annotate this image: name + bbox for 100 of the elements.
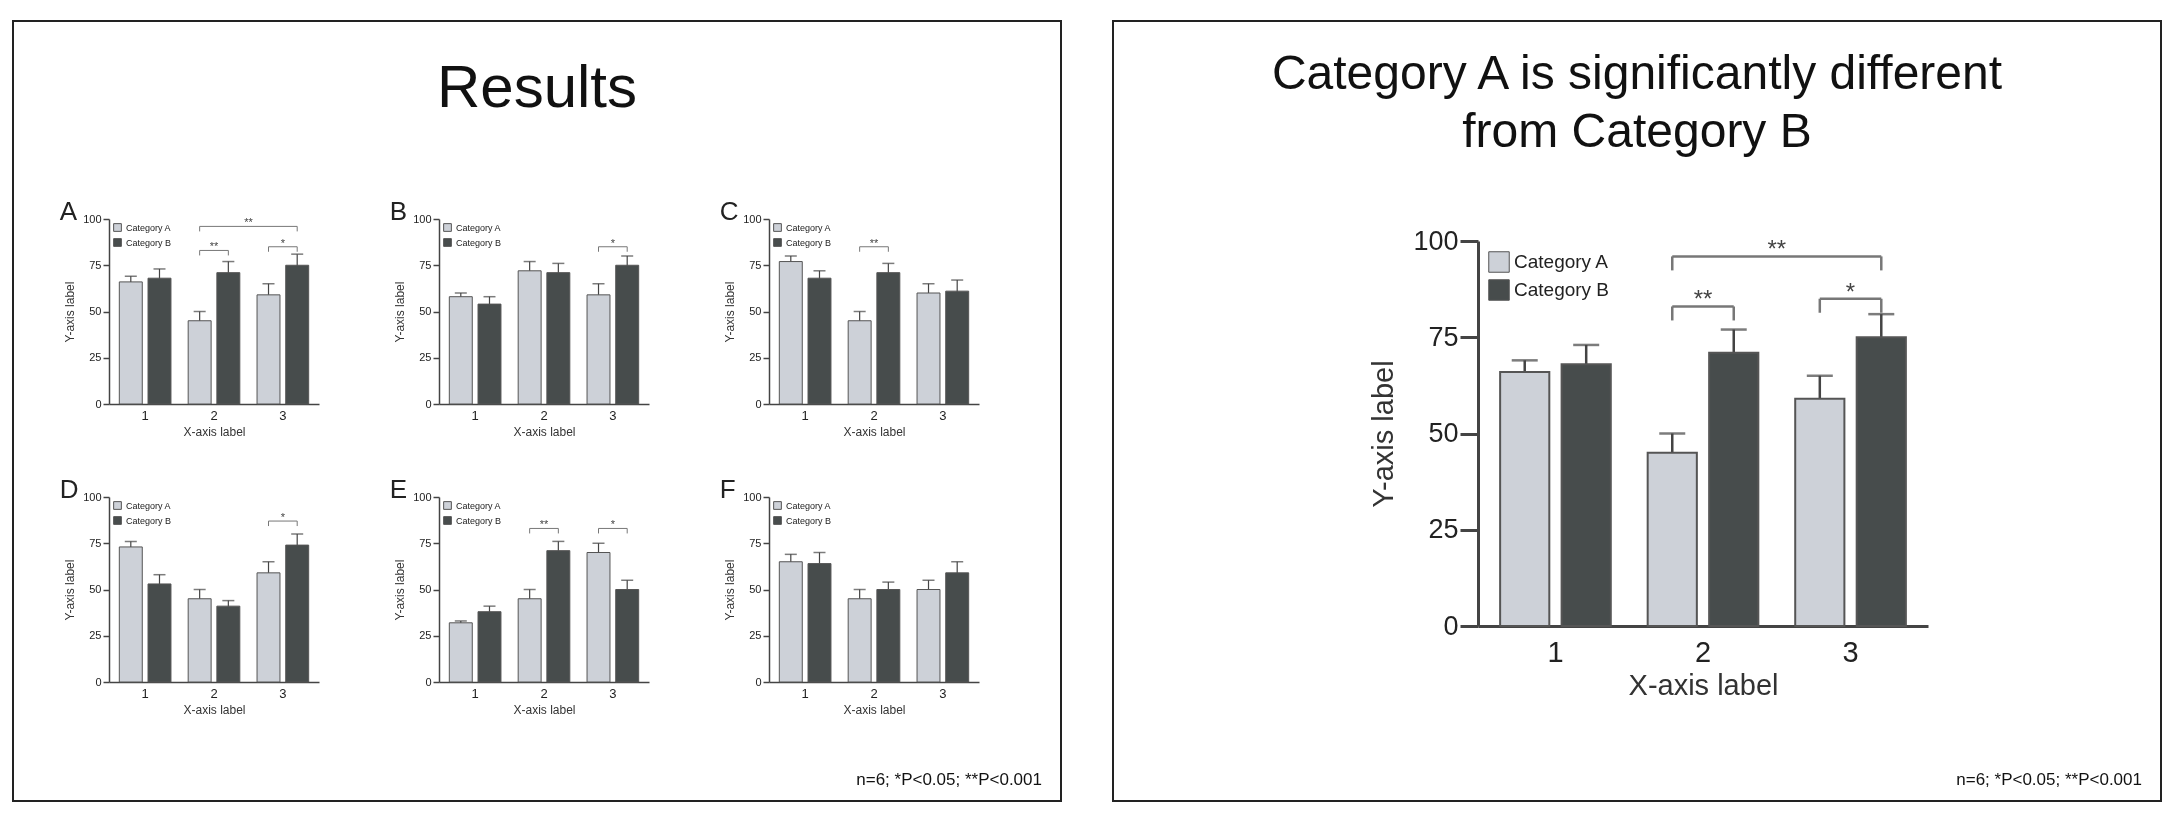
y-axis-title: Y-axis label <box>63 559 78 621</box>
chart-title: B <box>389 196 407 226</box>
y-tick-label: 25 <box>89 351 102 364</box>
annotation: * <box>610 236 616 249</box>
legend-label: Category B <box>456 237 502 248</box>
y-tick-label: 75 <box>749 536 762 549</box>
y-tick-label: 75 <box>749 258 762 271</box>
y-axis-title: Y-axis label <box>723 281 738 343</box>
legend-label: Category A <box>456 222 501 233</box>
annotation: ** <box>1693 285 1713 313</box>
annotation: ** <box>244 216 254 229</box>
y-tick-label: 0 <box>1443 610 1459 641</box>
y-tick-label: 100 <box>1413 225 1459 256</box>
x-tick-label: 2 <box>540 685 548 701</box>
y-axis-title: Y-axis label <box>393 559 408 621</box>
x-axis-title: X-axis label <box>843 424 906 439</box>
x-tick-label: 2 <box>210 685 218 701</box>
y-tick-label: 100 <box>413 212 432 225</box>
x-axis-title: X-axis label <box>183 702 246 717</box>
legend-label: Category A <box>456 500 501 511</box>
y-tick-label: 100 <box>743 490 762 503</box>
y-tick-label: 25 <box>419 629 432 642</box>
text: n=6; *P<0.05; **P<0.001 <box>856 770 1042 790</box>
x-tick-label: 1 <box>471 407 479 423</box>
y-tick-label: 25 <box>419 351 432 364</box>
chart-title: A <box>59 196 78 226</box>
x-axis-title: X-axis label <box>513 424 576 439</box>
y-tick-label: 50 <box>89 583 102 595</box>
y-axis-title: Y-axis label <box>723 559 738 621</box>
y-tick-label: 25 <box>749 629 762 642</box>
legend-label: Category B <box>1514 279 1610 300</box>
y-tick-label: 0 <box>425 397 432 410</box>
y-tick-label: 50 <box>419 305 432 317</box>
legend-label: Category B <box>126 515 172 526</box>
y-tick-label: 0 <box>755 675 762 688</box>
x-tick-label: 1 <box>471 685 479 701</box>
annotation: ** <box>209 240 219 253</box>
x-tick-label: 1 <box>801 407 809 423</box>
y-tick-label: 50 <box>419 583 432 595</box>
annotation: ** <box>869 236 879 249</box>
chart-title: D <box>59 474 79 504</box>
x-tick-label: 3 <box>1842 635 1859 668</box>
x-tick-label: 2 <box>870 685 878 701</box>
x-tick-label: 2 <box>870 407 878 423</box>
y-tick-label: 75 <box>89 258 102 271</box>
annotation: ** <box>1767 235 1787 263</box>
legend-label: Category A <box>126 500 171 511</box>
x-tick-label: 3 <box>939 407 947 423</box>
legend-label: Category B <box>786 515 832 526</box>
y-tick-label: 100 <box>83 212 102 225</box>
chart-title: C <box>719 196 739 226</box>
x-tick-label: 2 <box>1694 635 1712 668</box>
y-tick-label: 50 <box>749 305 762 317</box>
legend-label: Category B <box>786 237 832 248</box>
y-axis-title: Y-axis label <box>393 281 408 343</box>
chart-title: E <box>389 474 407 504</box>
x-axis-title: X-axis label <box>183 424 246 439</box>
y-tick-label: 0 <box>425 675 432 688</box>
x-tick-label: 1 <box>141 685 149 701</box>
x-tick-label: 3 <box>279 407 287 423</box>
y-tick-label: 0 <box>95 675 102 688</box>
x-tick-label: 3 <box>609 407 617 423</box>
y-tick-label: 25 <box>1428 514 1459 545</box>
annotation: * <box>610 518 616 531</box>
chart-title: Category A is significantly different from Category B <box>1270 45 2004 159</box>
y-tick-label: 100 <box>743 212 762 225</box>
x-axis-title: X-axis label <box>843 702 906 717</box>
annotation: ** <box>539 518 549 531</box>
text: Results <box>435 52 639 121</box>
y-tick-label: 25 <box>89 629 102 642</box>
y-tick-label: 100 <box>83 490 102 503</box>
y-axis-title: Y-axis label <box>63 281 78 343</box>
y-tick-label: 75 <box>419 536 432 549</box>
x-axis-title: X-axis label <box>513 702 576 717</box>
y-tick-label: 100 <box>413 490 432 503</box>
y-tick-label: 50 <box>749 583 762 595</box>
text: n=6; *P<0.05; **P<0.001 <box>1956 770 2142 790</box>
y-tick-label: 50 <box>1428 418 1459 448</box>
legend-label: Category B <box>126 237 172 248</box>
y-tick-label: 75 <box>1428 321 1459 352</box>
annotation: * <box>280 236 286 249</box>
x-tick-label: 2 <box>540 407 548 423</box>
y-tick-label: 50 <box>89 305 102 317</box>
legend-label: Category A <box>786 222 831 233</box>
x-tick-label: 2 <box>210 407 218 423</box>
legend-label: Category B <box>456 515 502 526</box>
chart-title: F <box>719 474 736 504</box>
y-tick-label: 75 <box>89 536 102 549</box>
legend-label: Category A <box>1514 251 1609 272</box>
y-tick-label: 0 <box>95 397 102 410</box>
x-tick-label: 3 <box>939 685 947 701</box>
x-axis-title: X-axis label <box>1628 668 1779 701</box>
x-tick-label: 3 <box>609 685 617 701</box>
x-tick-label: 1 <box>801 685 809 701</box>
annotation: * <box>280 511 286 524</box>
y-axis-title: Y-axis label <box>1367 360 1400 508</box>
legend-label: Category A <box>126 222 171 233</box>
x-tick-label: 1 <box>1547 635 1564 668</box>
legend-label: Category A <box>786 500 831 511</box>
y-tick-label: 75 <box>419 258 432 271</box>
